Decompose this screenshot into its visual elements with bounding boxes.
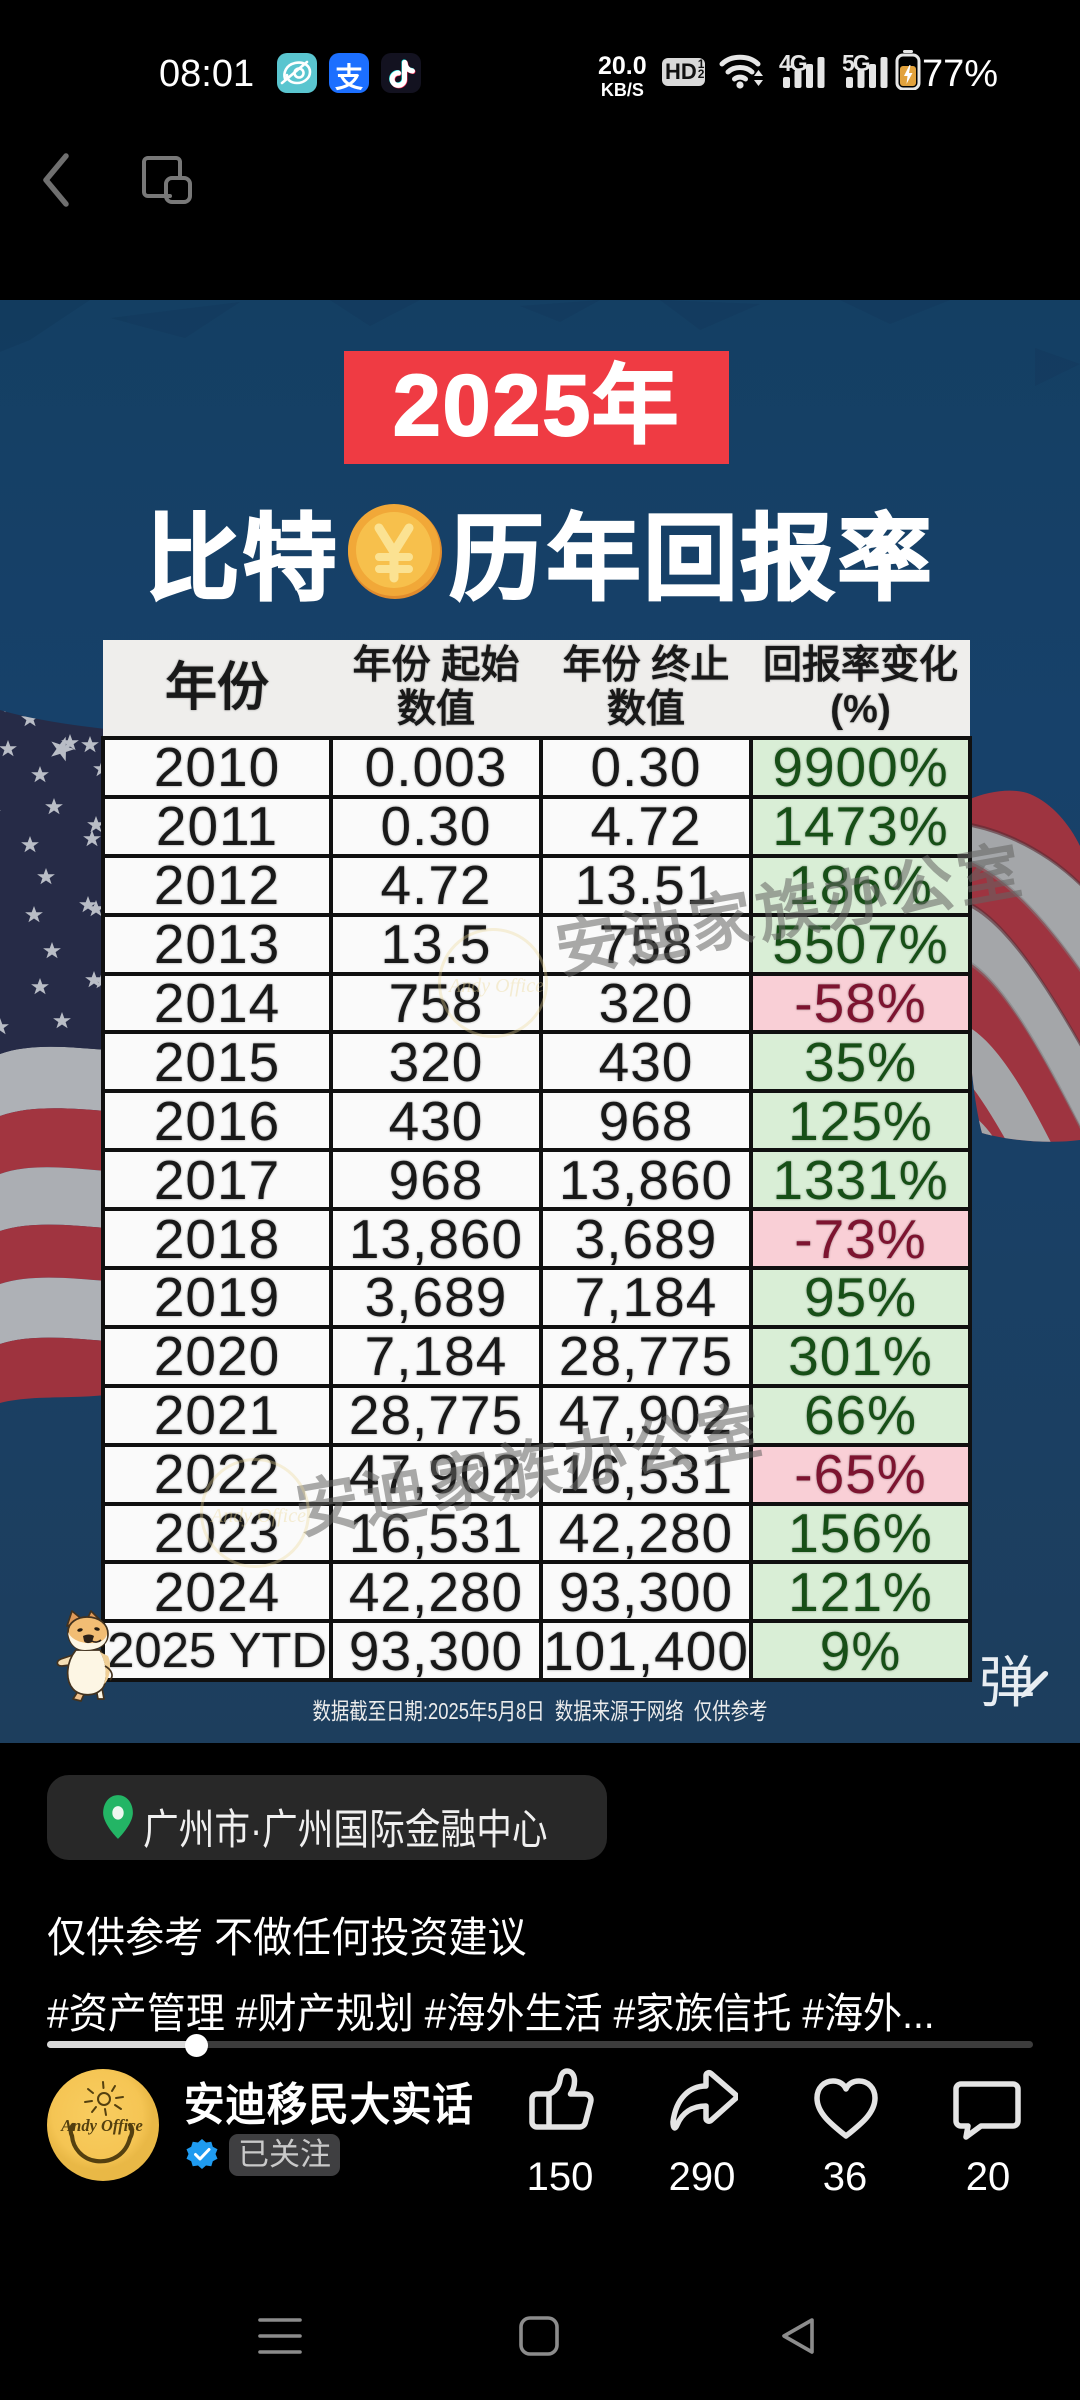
svg-text:Andy Office: Andy Office [60, 2116, 143, 2135]
